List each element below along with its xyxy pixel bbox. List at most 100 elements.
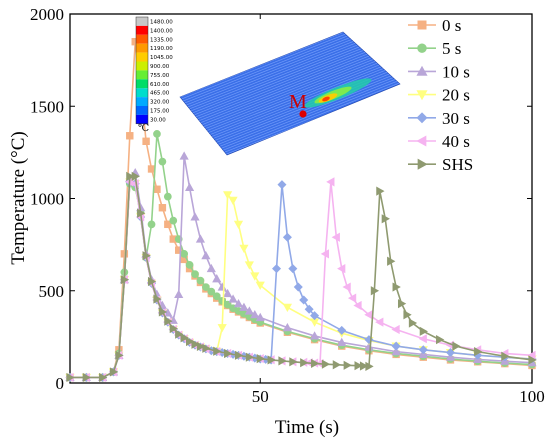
data-point	[147, 220, 156, 229]
data-point	[202, 283, 210, 291]
colorbar-cell	[136, 34, 148, 44]
data-point	[153, 185, 161, 193]
colorbar-frame	[135, 16, 149, 125]
data-point	[147, 165, 156, 173]
data-point	[277, 180, 287, 190]
colorbar-label: 30.00	[150, 117, 166, 123]
data-point	[217, 324, 227, 333]
data-point	[99, 372, 108, 383]
legend-marker	[417, 43, 427, 53]
data-point	[255, 281, 265, 290]
data-point	[196, 276, 205, 285]
colorbar-label: 175.00	[150, 109, 170, 115]
data-point	[245, 352, 255, 362]
data-point	[158, 204, 167, 212]
data-point	[282, 303, 293, 313]
data-point	[213, 346, 222, 356]
colorbar-cell	[136, 25, 148, 35]
y-tick-label: 1500	[30, 97, 64, 116]
data-point	[202, 343, 211, 353]
data-point	[354, 361, 363, 371]
data-point	[387, 256, 396, 266]
colorbar-label: 465.00	[150, 91, 170, 97]
colorbar-label: 1045.00	[150, 55, 173, 61]
data-point	[185, 261, 194, 269]
legend-label: 10 s	[442, 62, 470, 81]
data-point	[228, 294, 238, 303]
legend-marker	[417, 158, 428, 170]
data-point	[282, 322, 293, 332]
data-point	[207, 287, 216, 296]
colorbar-cell	[136, 114, 148, 124]
data-point	[191, 270, 199, 279]
data-point	[452, 341, 461, 351]
legend-label: 40 s	[442, 132, 470, 151]
data-point	[180, 333, 189, 343]
colorbar-label: 1480.00	[150, 20, 173, 26]
data-point	[82, 372, 92, 383]
legend-marker	[416, 90, 428, 101]
data-point	[299, 295, 309, 305]
colorbar-cell	[136, 52, 148, 62]
data-point	[528, 355, 537, 365]
data-point	[66, 372, 75, 383]
data-point	[289, 357, 298, 367]
data-point	[228, 196, 238, 206]
data-point	[337, 325, 347, 335]
data-point	[375, 317, 384, 327]
data-point	[310, 311, 320, 321]
colorbar-label: 1190.00	[150, 46, 173, 52]
data-point	[250, 310, 260, 319]
data-point	[359, 361, 369, 371]
colorbar-cell	[136, 106, 148, 115]
colorbar-cell	[136, 88, 148, 98]
legend-marker	[416, 135, 427, 147]
data-point	[186, 336, 195, 347]
data-point	[365, 361, 374, 371]
data-point	[120, 275, 130, 285]
data-point	[304, 304, 314, 314]
data-point	[190, 212, 200, 221]
data-point	[184, 182, 195, 191]
data-point	[293, 282, 303, 292]
data-point	[233, 220, 244, 230]
data-point	[109, 367, 119, 377]
data-point	[131, 171, 140, 181]
data-point	[300, 358, 309, 368]
data-point	[501, 351, 510, 361]
data-point	[169, 216, 178, 225]
data-point	[418, 334, 427, 344]
point-m-label: M	[289, 91, 307, 113]
legend-label: 5 s	[442, 39, 461, 58]
x-axis-title: Time (s)	[275, 417, 339, 438]
legend-marker	[416, 112, 428, 124]
legend-label: 0 s	[442, 16, 461, 35]
y-tick-label: 0	[56, 374, 65, 393]
series-layer	[65, 37, 537, 383]
data-point	[201, 250, 211, 260]
y-tick-label: 2000	[30, 5, 64, 24]
data-point	[126, 171, 135, 181]
data-point	[474, 347, 483, 357]
colorbar-label: 1335.00	[150, 37, 173, 43]
data-point	[126, 132, 134, 140]
data-point	[331, 232, 340, 242]
data-point	[212, 292, 221, 301]
point-m-marker	[299, 110, 307, 118]
data-point	[120, 250, 129, 258]
data-point	[376, 186, 385, 196]
y-tick-label: 500	[39, 282, 65, 301]
data-point	[224, 348, 233, 359]
legend-marker	[416, 65, 428, 76]
data-point	[408, 318, 418, 328]
colorbar-cell	[136, 61, 148, 71]
data-point	[223, 300, 232, 309]
data-point	[288, 264, 298, 274]
legend: 0 s 5 s 10 s 20 s 30 s 40 s SHS	[408, 16, 473, 174]
data-point	[179, 151, 189, 160]
data-point	[142, 251, 151, 261]
data-point	[234, 350, 244, 360]
data-point	[436, 335, 445, 345]
y-tick-label: 1000	[30, 190, 64, 209]
